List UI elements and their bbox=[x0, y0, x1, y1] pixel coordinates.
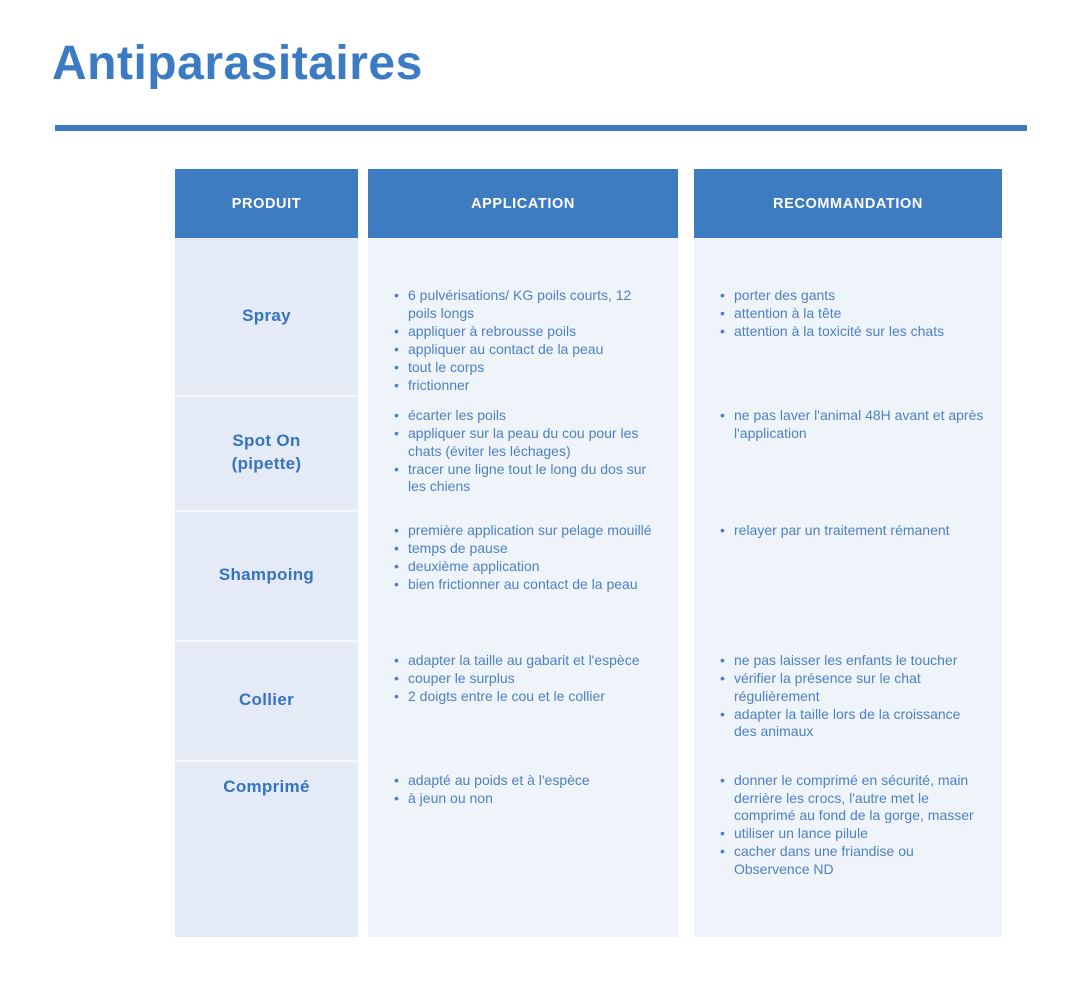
bullet-item: vérifier la présence sur le chat réguliè… bbox=[719, 670, 986, 705]
bullet-item: bien frictionner au contact de la peau bbox=[393, 576, 662, 594]
product-cell-comprime: Comprimé bbox=[175, 760, 358, 937]
bullet-item: écarter les poils bbox=[393, 407, 662, 425]
bullet-item: adapter la taille lors de la croissance … bbox=[719, 706, 986, 741]
bullet-item: adapter la taille au gabarit et l'espèce bbox=[393, 652, 662, 670]
recommandation-cell-spot-on: ne pas laver l'animal 48H avant et après… bbox=[694, 395, 1002, 510]
bullet-item: cacher dans une friandise ou Observence … bbox=[719, 843, 986, 878]
antiparasitaires-table: PRODUIT APPLICATION RECOMMANDATION Spray… bbox=[175, 169, 1002, 937]
column-header-produit: PRODUIT bbox=[175, 169, 358, 238]
bullet-item: appliquer sur la peau du cou pour les ch… bbox=[393, 425, 662, 460]
bullet-list: ne pas laver l'animal 48H avant et après… bbox=[694, 395, 1002, 442]
bullet-list: donner le comprimé en sécurité, main der… bbox=[694, 760, 1002, 878]
bullet-item: adapté au poids et à l'espèce bbox=[393, 772, 662, 790]
column-header-recommandation: RECOMMANDATION bbox=[694, 169, 1002, 238]
bullet-list: 6 pulvérisations/ KG poils courts, 12 po… bbox=[368, 238, 678, 394]
recommandation-cell-collier: ne pas laisser les enfants le touchervér… bbox=[694, 640, 1002, 760]
product-cell-collier: Collier bbox=[175, 640, 358, 760]
application-cell-comprime: adapté au poids et à l'espèceà jeun ou n… bbox=[368, 760, 678, 937]
bullet-item: relayer par un traitement rémanent bbox=[719, 522, 986, 540]
recommandation-cell-shampoing: relayer par un traitement rémanent bbox=[694, 510, 1002, 640]
bullet-item: appliquer à rebrousse poils bbox=[393, 323, 662, 341]
recommandation-cell-comprime: donner le comprimé en sécurité, main der… bbox=[694, 760, 1002, 937]
bullet-item: utiliser un lance pilule bbox=[719, 825, 986, 843]
application-cell-collier: adapter la taille au gabarit et l'espèce… bbox=[368, 640, 678, 760]
title-divider bbox=[55, 125, 1027, 131]
application-cell-shampoing: première application sur pelage mouillét… bbox=[368, 510, 678, 640]
bullet-item: donner le comprimé en sécurité, main der… bbox=[719, 772, 986, 825]
column-header-application: APPLICATION bbox=[368, 169, 678, 238]
bullet-item: temps de pause bbox=[393, 540, 662, 558]
bullet-list: écarter les poilsappliquer sur la peau d… bbox=[368, 395, 678, 496]
bullet-item: deuxième application bbox=[393, 558, 662, 576]
application-cell-spray: 6 pulvérisations/ KG poils courts, 12 po… bbox=[368, 238, 678, 395]
bullet-item: première application sur pelage mouillé bbox=[393, 522, 662, 540]
bullet-list: relayer par un traitement rémanent bbox=[694, 510, 1002, 540]
product-cell-spray: Spray bbox=[175, 238, 358, 395]
product-cell-spot-on: Spot On (pipette) bbox=[175, 395, 358, 510]
product-cell-shampoing: Shampoing bbox=[175, 510, 358, 640]
bullet-list: première application sur pelage mouillét… bbox=[368, 510, 678, 594]
bullet-item: porter des gants bbox=[719, 287, 986, 305]
bullet-item: 2 doigts entre le cou et le collier bbox=[393, 688, 662, 706]
bullet-item: tracer une ligne tout le long du dos sur… bbox=[393, 461, 662, 496]
bullet-item: attention à la toxicité sur les chats bbox=[719, 323, 986, 341]
bullet-item: à jeun ou non bbox=[393, 790, 662, 808]
bullet-item: attention à la tête bbox=[719, 305, 986, 323]
page-title: Antiparasitaires bbox=[52, 37, 423, 90]
bullet-list: adapté au poids et à l'espèceà jeun ou n… bbox=[368, 760, 678, 808]
application-cell-spot-on: écarter les poilsappliquer sur la peau d… bbox=[368, 395, 678, 510]
bullet-item: tout le corps bbox=[393, 359, 662, 377]
recommandation-cell-spray: porter des gantsattention à la têteatten… bbox=[694, 238, 1002, 395]
bullet-item: couper le surplus bbox=[393, 670, 662, 688]
bullet-item: ne pas laisser les enfants le toucher bbox=[719, 652, 986, 670]
bullet-list: porter des gantsattention à la têteatten… bbox=[694, 238, 1002, 341]
bullet-item: 6 pulvérisations/ KG poils courts, 12 po… bbox=[393, 287, 662, 322]
bullet-item: appliquer au contact de la peau bbox=[393, 341, 662, 359]
bullet-list: ne pas laisser les enfants le touchervér… bbox=[694, 640, 1002, 741]
bullet-item: frictionner bbox=[393, 377, 662, 395]
bullet-item: ne pas laver l'animal 48H avant et après… bbox=[719, 407, 986, 442]
bullet-list: adapter la taille au gabarit et l'espèce… bbox=[368, 640, 678, 706]
